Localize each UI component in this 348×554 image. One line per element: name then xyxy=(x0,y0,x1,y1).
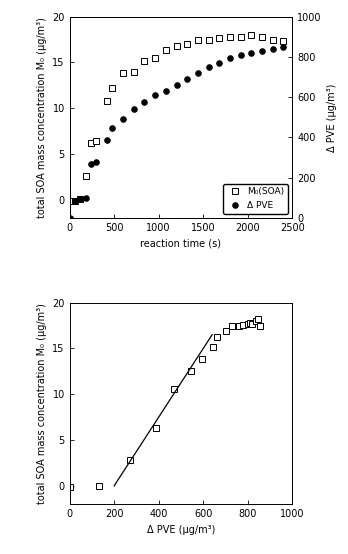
M₀(SOA) xyxy=(174,43,179,49)
Δ PVE xyxy=(73,198,77,204)
Δ PVE xyxy=(206,64,211,70)
M₀(SOA) xyxy=(217,34,221,41)
Δ PVE xyxy=(281,44,285,50)
X-axis label: Δ PVE (μg/m³): Δ PVE (μg/m³) xyxy=(147,525,215,535)
M₀(SOA) xyxy=(142,58,147,65)
Δ PVE xyxy=(174,82,179,89)
M₀(SOA) xyxy=(185,41,189,48)
Δ PVE xyxy=(260,48,264,54)
Δ PVE xyxy=(228,55,232,61)
M₀(SOA) xyxy=(89,140,93,146)
M₀(SOA) xyxy=(164,47,168,53)
M₀(SOA) xyxy=(196,36,200,43)
Δ PVE xyxy=(89,160,93,167)
M₀(SOA) xyxy=(94,138,98,145)
M₀(SOA) xyxy=(153,54,157,61)
Δ PVE xyxy=(78,196,82,202)
M₀(SOA) xyxy=(260,33,264,40)
Δ PVE xyxy=(249,49,253,56)
M₀(SOA) xyxy=(228,33,232,40)
M₀(SOA) xyxy=(249,32,253,38)
Line: M₀(SOA): M₀(SOA) xyxy=(67,32,286,203)
Δ PVE xyxy=(217,60,221,66)
Legend: M₀(SOA), Δ PVE: M₀(SOA), Δ PVE xyxy=(223,184,288,213)
M₀(SOA) xyxy=(78,196,82,202)
M₀(SOA) xyxy=(110,85,114,91)
M₀(SOA) xyxy=(132,68,136,75)
Δ PVE xyxy=(271,45,275,52)
Line: Δ PVE: Δ PVE xyxy=(67,44,286,221)
M₀(SOA) xyxy=(84,173,88,179)
X-axis label: reaction time (s): reaction time (s) xyxy=(141,238,221,249)
M₀(SOA) xyxy=(73,197,77,204)
Δ PVE xyxy=(110,125,114,132)
M₀(SOA) xyxy=(121,70,125,76)
Y-axis label: Δ PVE (μg/m³): Δ PVE (μg/m³) xyxy=(327,83,337,152)
Δ PVE xyxy=(164,88,168,95)
Y-axis label: total SOA mass concentration M₀ (μg/m³): total SOA mass concentration M₀ (μg/m³) xyxy=(37,17,47,218)
Δ PVE xyxy=(84,194,88,201)
M₀(SOA) xyxy=(281,38,285,45)
Δ PVE xyxy=(196,70,200,76)
Δ PVE xyxy=(239,52,243,58)
Δ PVE xyxy=(121,116,125,122)
Δ PVE xyxy=(105,136,109,143)
Δ PVE xyxy=(132,106,136,112)
Δ PVE xyxy=(68,215,72,222)
Δ PVE xyxy=(94,158,98,165)
Δ PVE xyxy=(142,99,147,106)
M₀(SOA) xyxy=(68,197,72,204)
Y-axis label: total SOA mass concentration M₀ (μg/m³): total SOA mass concentration M₀ (μg/m³) xyxy=(37,303,47,504)
M₀(SOA) xyxy=(105,98,109,104)
M₀(SOA) xyxy=(206,36,211,43)
M₀(SOA) xyxy=(239,33,243,40)
Δ PVE xyxy=(153,92,157,99)
M₀(SOA) xyxy=(271,36,275,43)
Δ PVE xyxy=(185,76,189,83)
